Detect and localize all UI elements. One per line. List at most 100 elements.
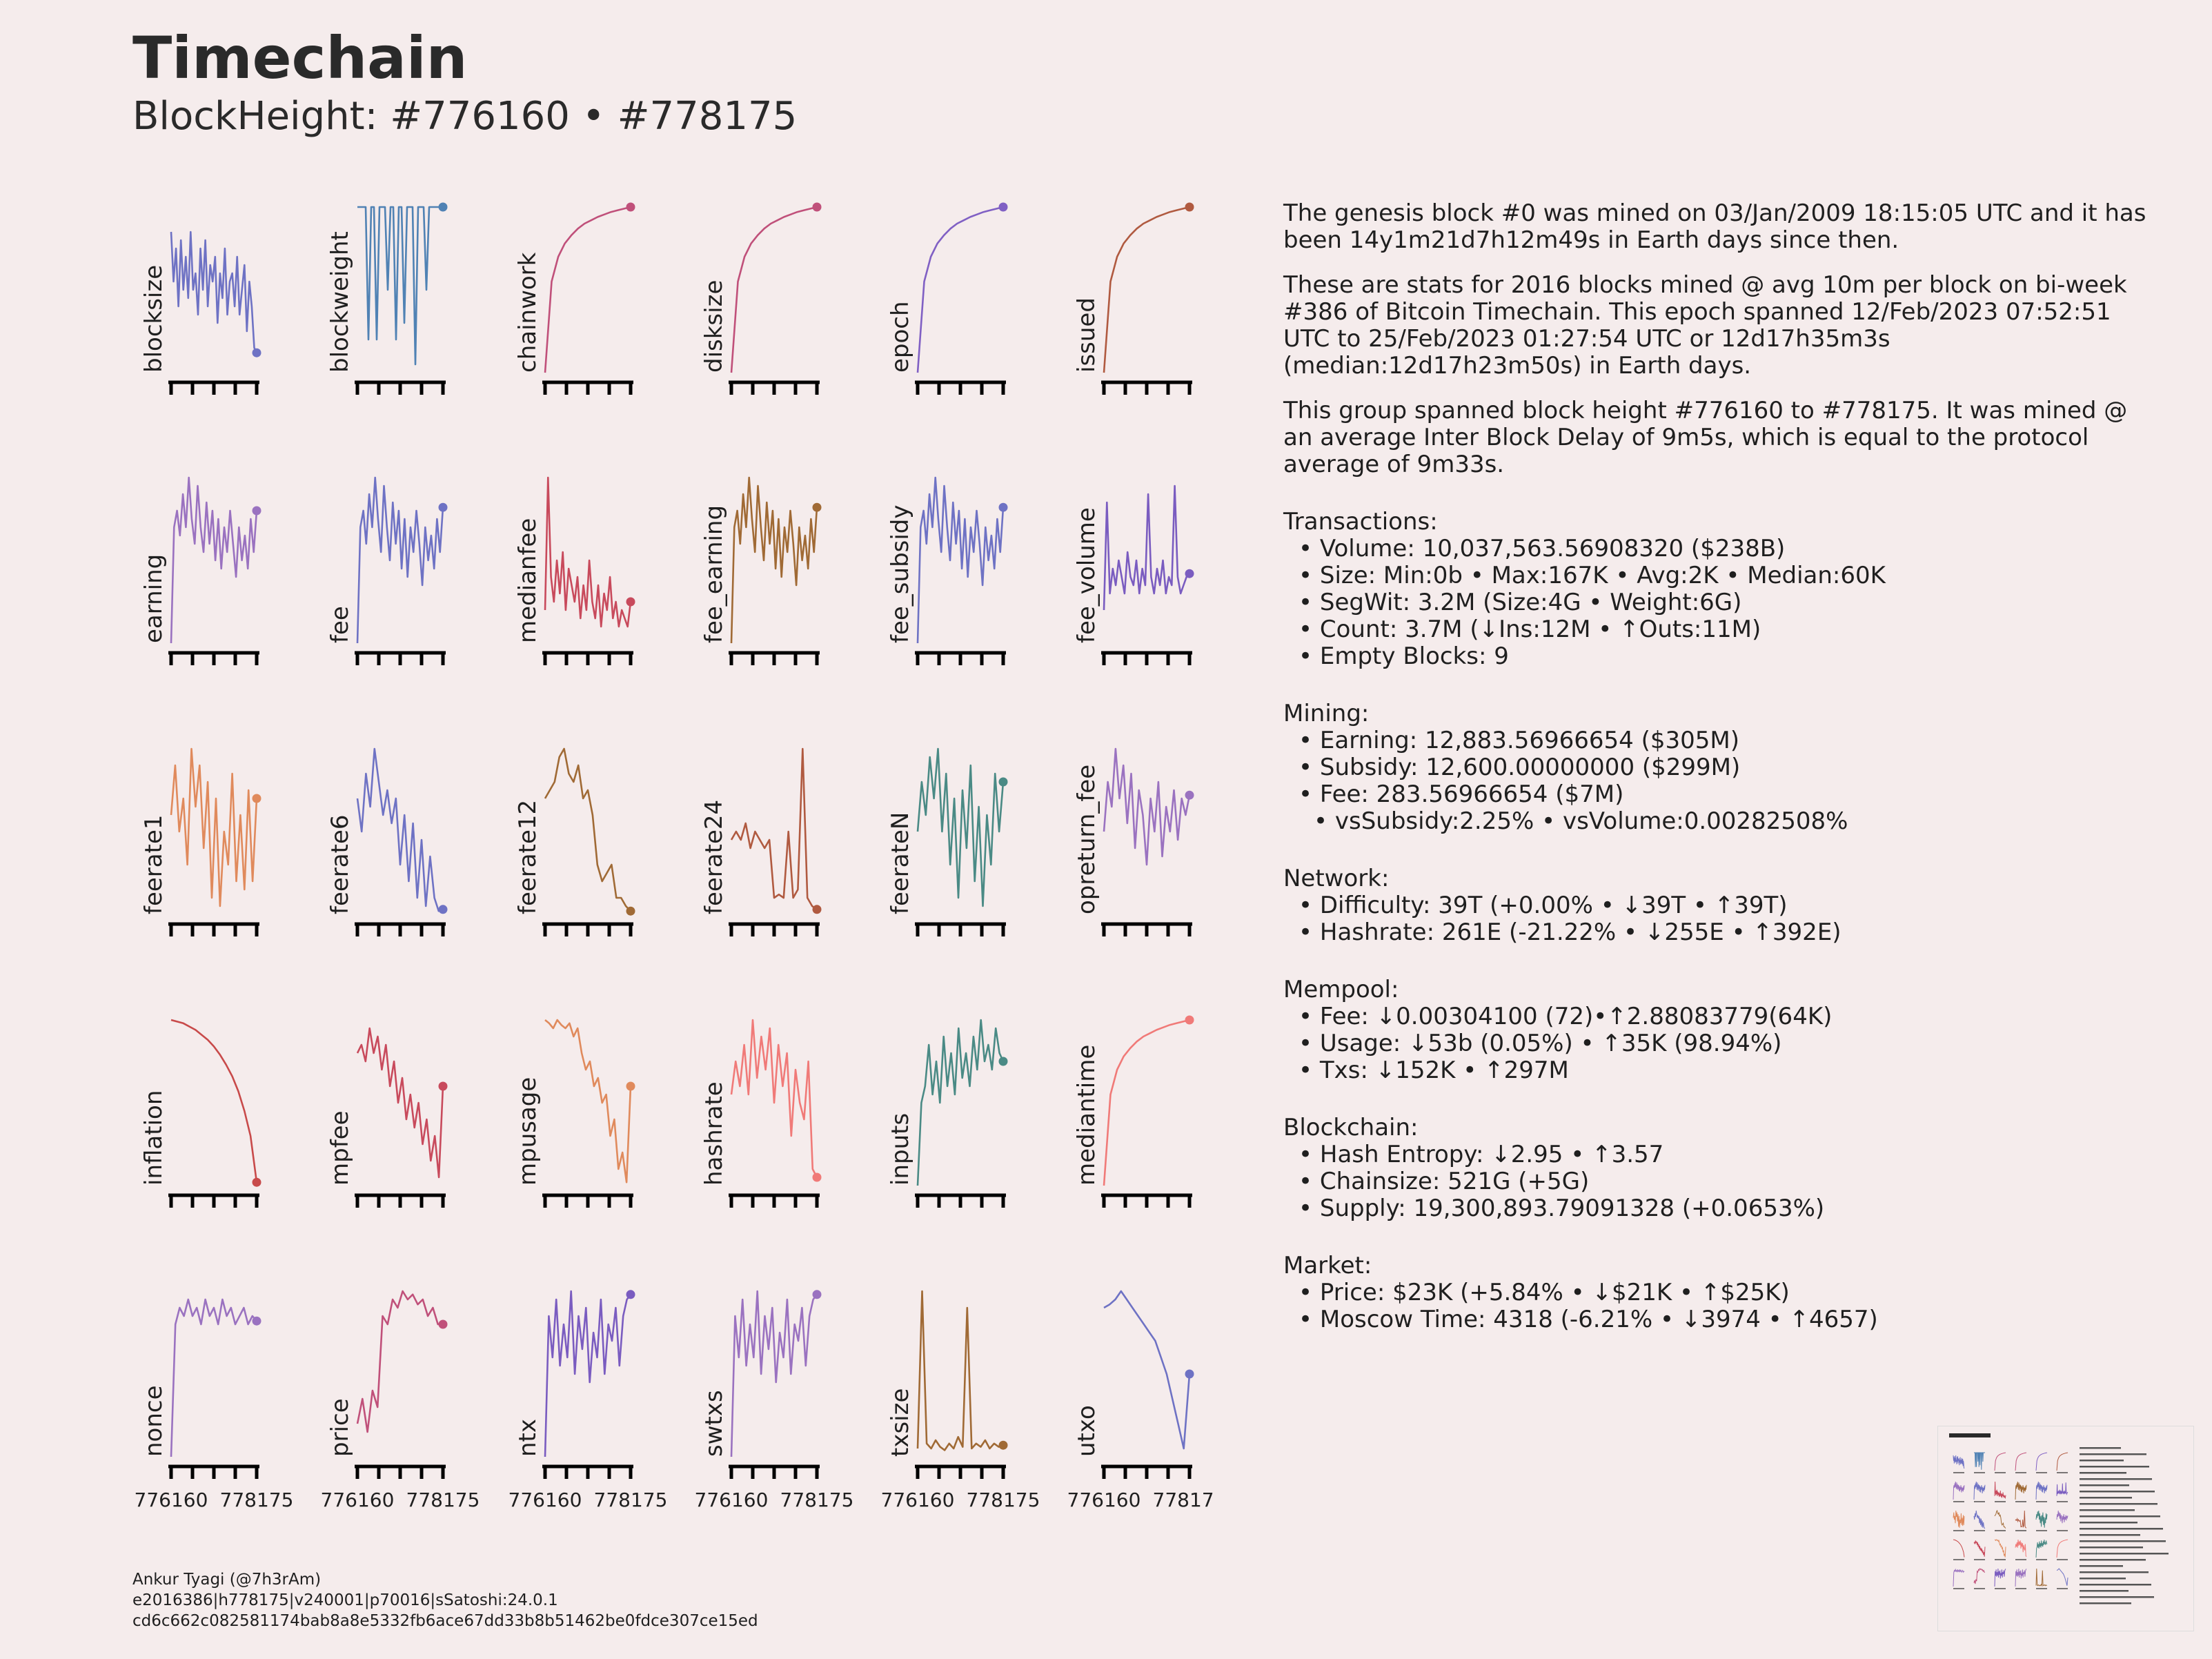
thumb-text-line <box>2080 1596 2154 1598</box>
thumb-line <box>2056 1452 2068 1471</box>
stat-item: Size: Min:0b • Max:167K • Avg:2K • Media… <box>1283 562 2153 589</box>
end-marker-nonce <box>252 1316 261 1326</box>
thumb-line <box>2015 1481 2027 1500</box>
series-line-hashrate <box>730 1019 818 1178</box>
panel-issued: issued <box>1073 202 1194 395</box>
thumb-line <box>2056 1568 2068 1586</box>
footer-meta: e2016386|h778175|v240001|p70016|sSatoshi… <box>132 1591 558 1609</box>
thumb-line <box>2035 1481 2048 1500</box>
section-list: Difficulty: 39T (+0.00% • ↓39T • ↑39T)Ha… <box>1283 892 2153 946</box>
thumb-line <box>1953 1568 1965 1587</box>
thumb-text-line <box>2080 1509 2135 1511</box>
end-marker-blockweight <box>438 202 448 212</box>
stat-item: Earning: 12,883.56966654 ($305M) <box>1283 727 2153 754</box>
end-marker-issued <box>1185 202 1194 212</box>
thumb-text-line <box>2080 1559 2146 1561</box>
thumb-text-line <box>2080 1590 2129 1592</box>
panel-label-earning: earning <box>140 554 168 643</box>
section-title: Mining: <box>1283 700 1370 727</box>
end-marker-fee <box>438 502 448 512</box>
stat-subitem: vsSubsidy:2.25% • vsVolume:0.00282508% <box>1283 808 2153 835</box>
series-line-fee <box>356 476 444 644</box>
end-marker-fee_earning <box>812 502 822 512</box>
thumb-text-line <box>2080 1497 2132 1499</box>
thumb-text-line <box>2080 1547 2143 1549</box>
end-marker-chainwork <box>626 202 635 212</box>
x-tick-label: 776160 <box>695 1489 769 1511</box>
series-line-price <box>356 1290 443 1433</box>
end-marker-inputs <box>998 1057 1008 1066</box>
panel-label-epoch: epoch <box>887 301 914 373</box>
thumb-line <box>1974 1452 1985 1470</box>
thumb-text-line <box>2080 1503 2157 1505</box>
panel-feerate24: feerate24 <box>700 747 822 936</box>
thumb-text-line <box>2080 1491 2155 1493</box>
panel-label-medianfee: medianfee <box>514 518 542 643</box>
panel-fee_earning: fee_earning <box>700 476 822 665</box>
x-tick-label: 778175 <box>594 1489 668 1511</box>
end-marker-fee_subsidy <box>998 502 1008 512</box>
panel-mpusage: mpusage <box>514 1019 635 1208</box>
series-line-disksize <box>730 206 818 373</box>
panel-label-opreturn_fee: opreturn_fee <box>1073 765 1100 914</box>
thumb-text-line <box>2080 1522 2137 1524</box>
thumb-line <box>1953 1455 1965 1469</box>
panel-label-inputs: inputs <box>887 1113 914 1186</box>
series-line-fee_volume <box>1103 484 1190 611</box>
genesis-paragraph: The genesis block #0 was mined on 03/Jan… <box>1283 199 2146 254</box>
footer: Ankur Tyagi (@7h3rAm) e2016386|h778175|v… <box>132 1569 758 1631</box>
stat-item: Price: $23K (+5.84% • ↓$21K • ↑$25K) <box>1283 1279 2153 1306</box>
series-line-blocksize <box>170 230 258 353</box>
thumbnail-preview <box>1937 1426 2194 1631</box>
end-marker-txsize <box>998 1440 1008 1450</box>
panel-blocksize: blocksize <box>140 230 261 395</box>
panel-label-disksize: disksize <box>700 280 728 373</box>
panel-inputs: inputs <box>887 1019 1008 1208</box>
panel-feerate12: feerate12 <box>514 747 635 936</box>
stat-item: Fee: ↓0.00304100 (72)•↑2.88083779(64K) <box>1283 1003 2153 1030</box>
panel-chainwork: chainwork <box>514 202 635 395</box>
x-tick-label: 776160 <box>1067 1489 1141 1511</box>
stat-item: Hashrate: 261E (-21.22% • ↓255E • ↑392E) <box>1283 919 2153 946</box>
stat-item: Difficulty: 39T (+0.00% • ↓39T • ↑39T) <box>1283 892 2153 919</box>
thumb-line <box>1994 1452 2006 1471</box>
thumb-text-line <box>2080 1534 2140 1536</box>
section-list: Fee: ↓0.00304100 (72)•↑2.88083779(64K)Us… <box>1283 1003 2153 1084</box>
series-line-feerate1 <box>170 747 258 907</box>
series-line-nonce <box>170 1298 257 1457</box>
thumb-line <box>1973 1540 1986 1557</box>
end-marker-mpfee <box>438 1081 448 1091</box>
panel-opreturn_fee: opreturn_fee <box>1073 747 1194 936</box>
panel-label-ntx: ntx <box>514 1419 542 1457</box>
end-marker-feerate24 <box>812 905 822 914</box>
panel-label-fee_subsidy: fee_subsidy <box>887 504 914 643</box>
panel-price: 776160 778175 price <box>321 1290 480 1511</box>
series-line-medianfee <box>544 476 632 628</box>
series-line-fee_earning <box>730 476 818 644</box>
series-line-earning <box>170 476 258 644</box>
panel-ntx: 776160 778175 ntx <box>508 1290 668 1511</box>
stat-item: Supply: 19,300,893.79091328 (+0.0653%) <box>1283 1195 2153 1222</box>
x-tick-label: 778175 <box>780 1489 854 1511</box>
epoch-paragraph: These are stats for 2016 blocks mined @ … <box>1283 271 2127 380</box>
stats-panel: The genesis block #0 was mined on 03/Jan… <box>1283 200 2153 1333</box>
thumb-text-line <box>2080 1578 2126 1580</box>
x-tick-label: 778175 <box>406 1489 480 1511</box>
stat-item: Fee: 283.56966654 ($7M) <box>1283 781 2153 808</box>
panel-label-blocksize: blocksize <box>140 265 168 373</box>
end-marker-earning <box>252 506 261 516</box>
thumb-line <box>2035 1510 2048 1528</box>
small-multiples-chart: blocksize blockweight chainwork disksize epo… <box>135 202 1214 1511</box>
panel-swtxs: 776160 778175 swtxs <box>695 1290 854 1511</box>
thumb-text-line <box>2080 1565 2123 1567</box>
stat-item: SegWit: 3.2M (Size:4G • Weight:6G) <box>1283 589 2153 616</box>
thumb-line <box>1994 1539 2006 1558</box>
panel-label-fee_earning: fee_earning <box>700 505 728 643</box>
end-marker-disksize <box>812 202 822 212</box>
end-marker-epoch <box>998 202 1008 212</box>
stat-item: Hash Entropy: ↓2.95 • ↑3.57 <box>1283 1141 2153 1168</box>
section-title: Mempool: <box>1283 976 1399 1003</box>
series-line-mpfee <box>356 1027 444 1179</box>
panel-label-feerate1: feerate1 <box>140 815 168 915</box>
section-list: Price: $23K (+5.84% • ↓$21K • ↑$25K)Mosc… <box>1283 1279 2153 1333</box>
